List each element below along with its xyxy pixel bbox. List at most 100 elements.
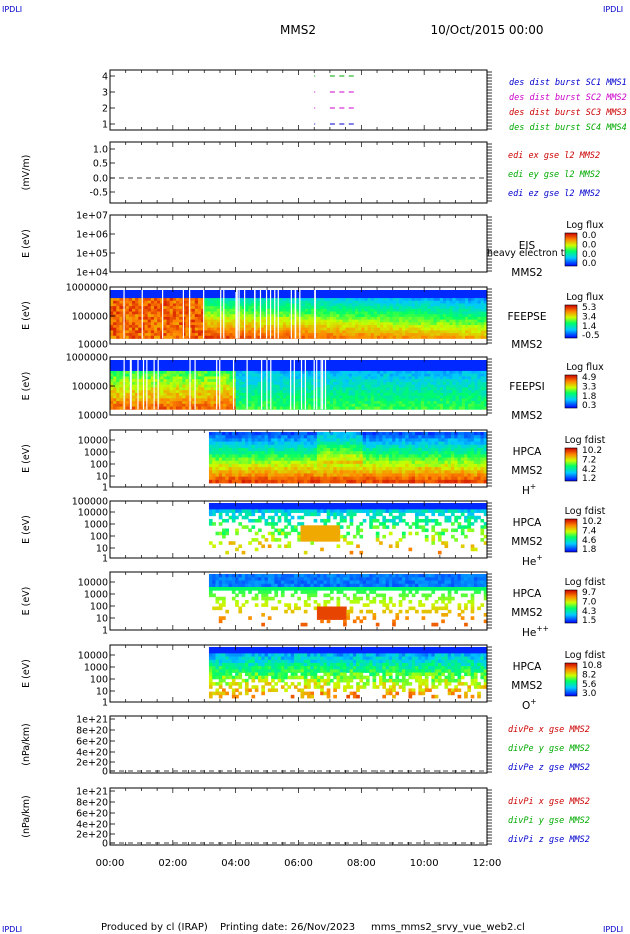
y-tick-label: 100 <box>90 675 108 686</box>
x-tick-label: 12:00 <box>473 858 502 869</box>
panel-edi: 1.0 0.5 0.0 -0.5 (mV/m) edi ex gse l2 MMS2 edi… <box>21 141 600 204</box>
colorbar-tick-label: 0.0 <box>582 240 597 250</box>
colorbar-tick-label: 0.0 <box>582 259 597 269</box>
y-tick-label: 0 <box>102 839 108 850</box>
instrument-label: HPCA <box>513 661 543 673</box>
panel-frame <box>109 787 488 846</box>
colorbar-title: Log fdist <box>565 650 606 661</box>
colorbar-tick-label: 3.3 <box>582 382 596 392</box>
y-tick-label: 1 <box>102 626 108 637</box>
y-tick-label: 0.5 <box>93 159 108 170</box>
y-axis-label: E (eV) <box>21 229 32 258</box>
colorbar-tick-label: 7.4 <box>582 526 597 536</box>
y-tick-label: 1 <box>102 554 108 565</box>
panel-frame <box>109 715 488 774</box>
corner-label-bottom-right: IPDLI <box>603 925 623 934</box>
y-tick-label: 3 <box>102 88 108 99</box>
y-tick-label: 100000 <box>72 312 108 323</box>
y-tick-label: 4 <box>102 72 108 83</box>
y-tick-label: 1 <box>102 483 108 494</box>
overlay-text: heavy electron to <box>487 248 571 259</box>
y-tick-label: -0.5 <box>89 188 108 199</box>
y-tick-label: 10 <box>96 544 108 555</box>
y-tick-label: 1 <box>102 120 108 131</box>
instrument-label: FEEPSI <box>509 381 544 393</box>
y-tick-label: 6e+20 <box>76 737 108 748</box>
colorbar-tick-label: 4.2 <box>582 465 596 475</box>
y-tick-label: 0 <box>102 767 108 778</box>
y-axis-label: (mV/m) <box>21 155 32 191</box>
y-tick-label: 100 <box>90 602 108 613</box>
spacecraft-label: MMS2 <box>511 680 542 692</box>
colorbar-tick-label: 1.5 <box>582 616 596 626</box>
panel-eis: 1e+07 1e+06 1e+05 1e+04 E (eV) EIS MMS2 heavy e… <box>21 211 604 280</box>
species-label: He+ <box>522 553 543 568</box>
y-tick-label: 10000 <box>78 508 108 519</box>
y-tick-label: 2e+20 <box>76 758 108 769</box>
produced-by-label: Produced by cl (IRAP) <box>101 922 208 933</box>
colorbar-tick-label: 3.4 <box>582 312 597 322</box>
colorbar-tick-label: 1.2 <box>582 474 596 484</box>
y-tick-label: 1 <box>102 698 108 709</box>
legend-entry: des dist burst SC3 MMS3 <box>509 108 627 118</box>
y-tick-label: 10000 <box>78 340 108 351</box>
colorbar-tick-label: 10.8 <box>582 661 602 671</box>
legend-entry: divPi z gse MMS2 <box>508 835 590 845</box>
legend-entry: des dist burst SC2 MMS2 <box>509 93 627 103</box>
colorbar-tick-label: 0.0 <box>582 250 597 260</box>
y-tick-label: 10000 <box>78 651 108 662</box>
y-tick-label: 1e+05 <box>76 249 108 260</box>
y-tick-label: 1e+06 <box>76 230 108 241</box>
corner-label-top-right: IPDLI <box>603 5 623 14</box>
printing-date-label: Printing date: 26/Nov/2023 <box>220 922 355 933</box>
panel-feepse: 1000000 100000 10000 E (eV) FEEPSE MMS2 Log fl… <box>21 283 604 352</box>
instrument-label: FEEPSE <box>508 311 547 323</box>
colorbar-tick-label: 0.0 <box>582 231 597 241</box>
colorbar-tick-label: 7.0 <box>582 597 597 607</box>
legend-entry: des dist burst SC4 MMS4 <box>509 123 627 133</box>
y-axis-label: E (eV) <box>21 301 32 330</box>
script-name-label: mms_mms2_srvy_vue_web2.cl <box>371 922 525 933</box>
y-tick-label: 1e+07 <box>76 211 108 222</box>
colorbar-title: Log fdist <box>565 506 606 517</box>
legend-entry: divPi x gse MMS2 <box>508 797 590 807</box>
colorbar <box>564 662 578 697</box>
y-tick-label: 1000 <box>84 663 108 674</box>
y-tick-label: 1000 <box>84 590 108 601</box>
colorbar-tick-label: 3.0 <box>582 689 597 699</box>
spacecraft-label: MMS2 <box>511 339 542 351</box>
x-tick-label: 02:00 <box>158 858 187 869</box>
y-tick-label: 10 <box>96 614 108 625</box>
y-tick-label: 100 <box>90 460 108 471</box>
legend-entry: divPe y gse MMS2 <box>508 744 590 754</box>
y-tick-label: 2 <box>102 104 108 115</box>
y-tick-label: 4e+20 <box>76 748 108 759</box>
colorbar-tick-label: 1.8 <box>582 545 597 555</box>
y-tick-label: 1000000 <box>66 353 108 364</box>
legend-entry: edi ey gse l2 MMS2 <box>508 170 600 180</box>
legend-entry: divPi y gse MMS2 <box>508 816 590 826</box>
y-axis-label: E (eV) <box>21 515 32 544</box>
x-tick-label: 08:00 <box>347 858 376 869</box>
y-tick-label: 1000 <box>84 520 108 531</box>
colorbar-tick-label: 4.3 <box>582 607 596 617</box>
panel-frame <box>109 214 488 273</box>
y-axis-label: (nPa/km) <box>21 795 32 838</box>
panel-frame <box>109 141 488 204</box>
legend-entry: divPe z gse MMS2 <box>508 763 590 773</box>
y-tick-label: 10000 <box>78 578 108 589</box>
colorbar-tick-label: 5.6 <box>582 680 597 690</box>
y-tick-label: 1.0 <box>93 145 108 156</box>
species-label: He++ <box>522 624 549 639</box>
y-tick-label: 10 <box>96 687 108 698</box>
y-axis-label: E (eV) <box>21 587 32 616</box>
y-tick-label: 10 <box>96 472 108 483</box>
colorbar-tick-label: 10.2 <box>582 517 602 527</box>
colorbar-tick-label: -0.5 <box>582 331 600 341</box>
colorbar-tick-label: 10.2 <box>582 446 602 456</box>
y-tick-label: 10000 <box>78 411 108 422</box>
instrument-label: EIS <box>519 240 536 252</box>
